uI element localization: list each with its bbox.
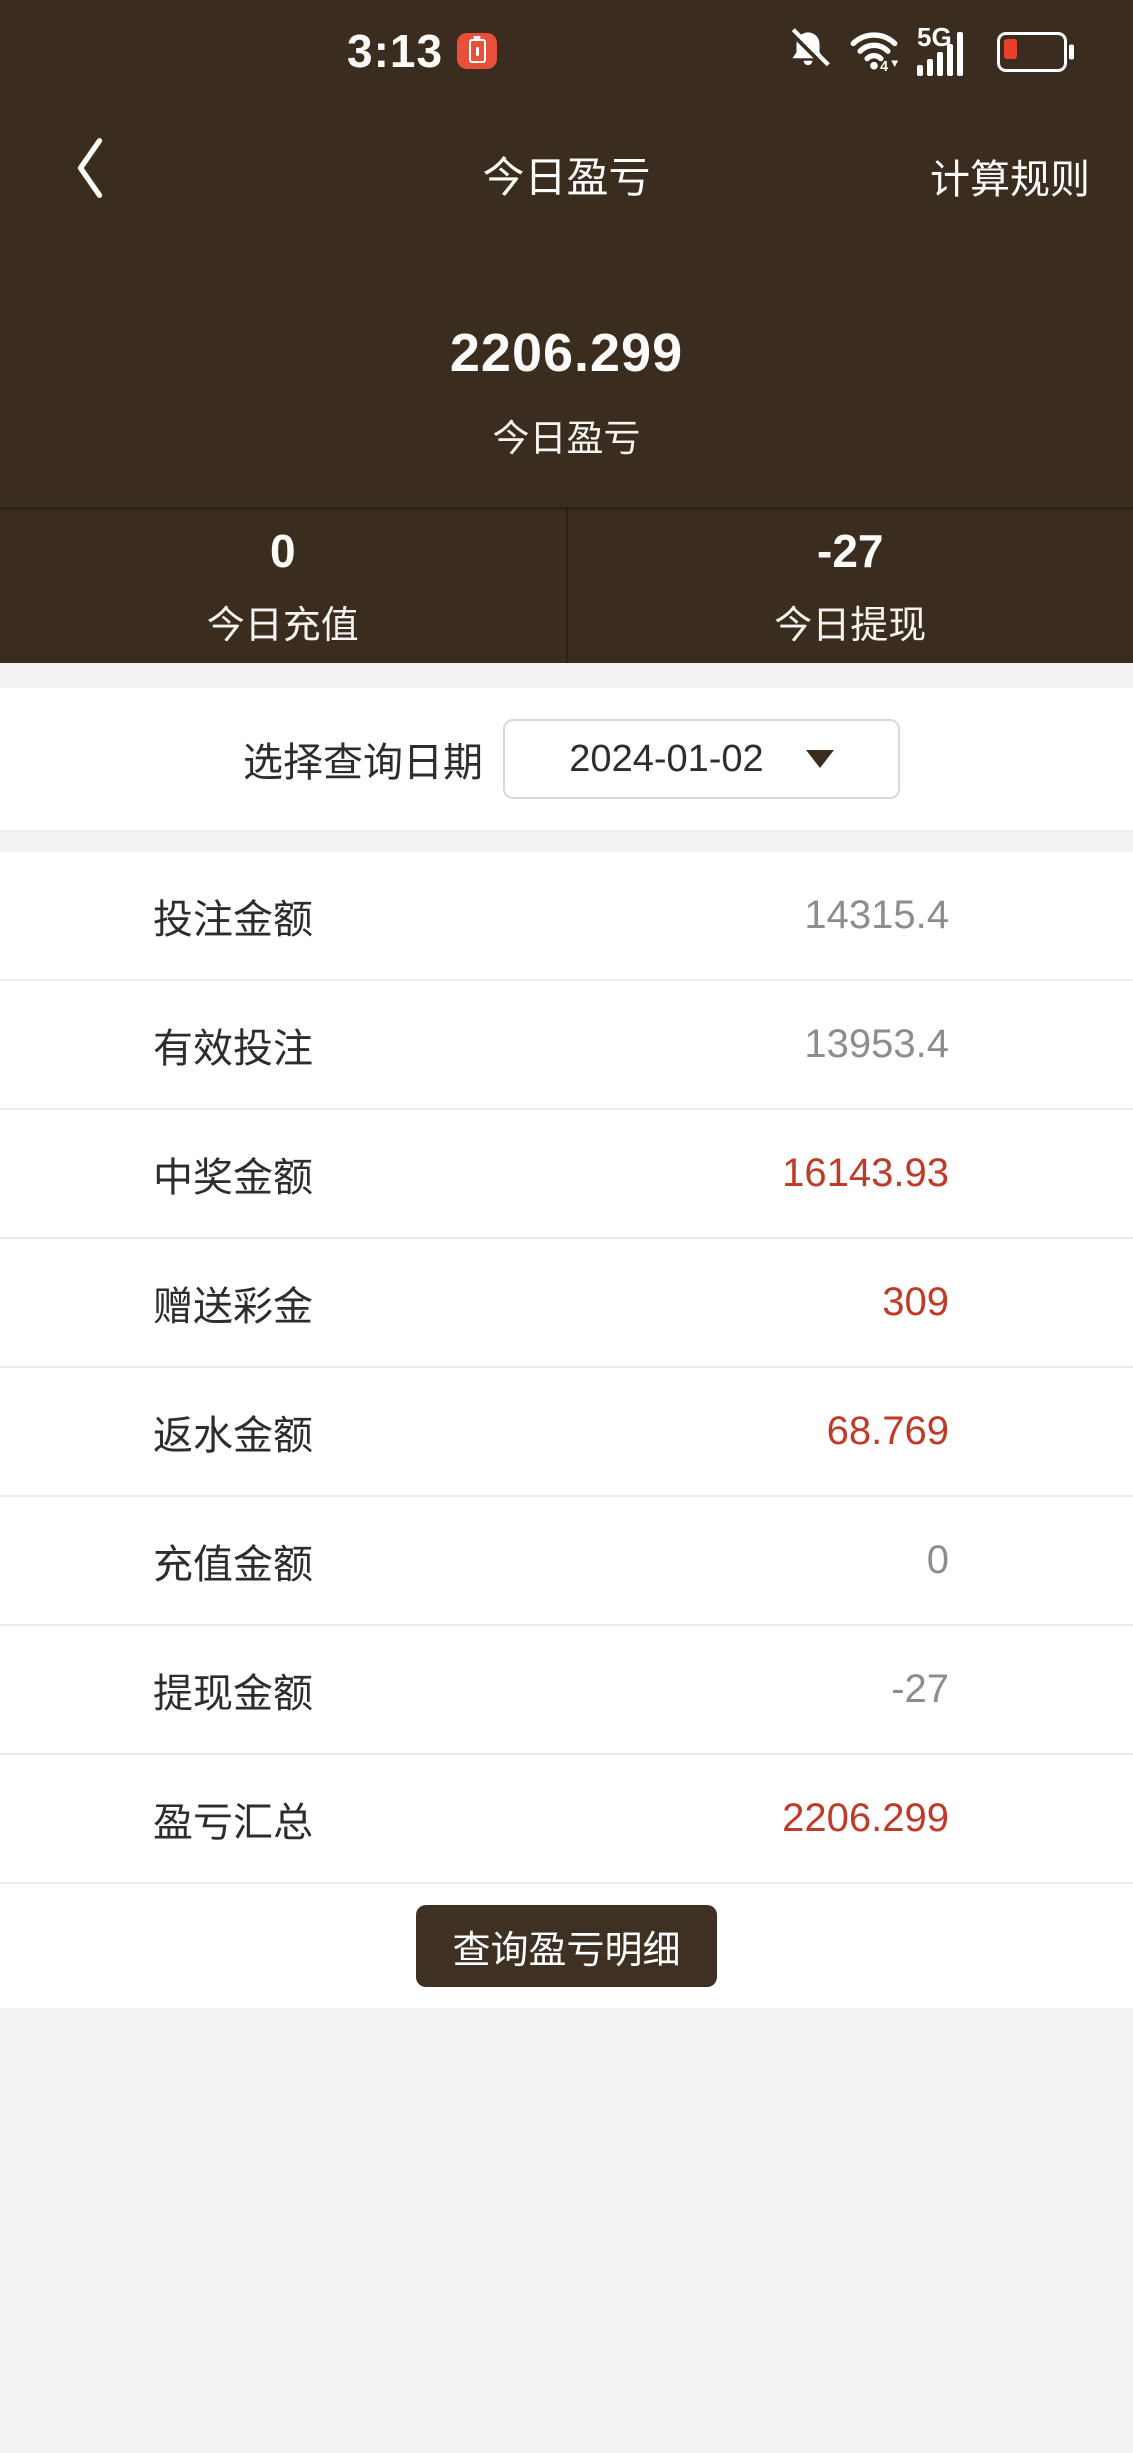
battery-alert-icon bbox=[468, 39, 486, 63]
row-valid-bet: 有效投注 13953.4 bbox=[0, 981, 1133, 1110]
row-winning-amount: 中奖金额 16143.93 bbox=[0, 1110, 1133, 1239]
today-stats-row: 0 今日充值 -27 今日提现 bbox=[0, 507, 1133, 663]
row-value: 309 bbox=[882, 1280, 949, 1324]
signal-5g-label: 5G bbox=[917, 22, 952, 52]
button-row: 查询盈亏明细 bbox=[0, 1884, 1133, 2008]
row-label: 提现金额 bbox=[153, 1671, 313, 1716]
calc-rules-link[interactable]: 计算规则 bbox=[930, 158, 1090, 202]
row-value: 14315.4 bbox=[804, 893, 949, 937]
chevron-down-icon bbox=[805, 750, 834, 768]
row-label: 投注金额 bbox=[153, 897, 313, 942]
stat-label: 今日提现 bbox=[774, 605, 927, 647]
notifications-off-icon bbox=[785, 27, 831, 78]
date-select-value: 2024-01-02 bbox=[569, 737, 764, 780]
row-value: 0 bbox=[926, 1538, 949, 1582]
row-value: 2206.299 bbox=[782, 1796, 949, 1840]
status-time-group: 3:13 bbox=[347, 24, 498, 78]
row-label: 赠送彩金 bbox=[153, 1284, 313, 1329]
row-label: 返水金额 bbox=[153, 1413, 313, 1458]
status-icons: 4 5G bbox=[785, 22, 1075, 76]
hero-summary: 2206.299 今日盈亏 bbox=[0, 230, 1133, 462]
row-label: 盈亏汇总 bbox=[153, 1800, 313, 1845]
row-recharge-amount: 充值金额 0 bbox=[0, 1497, 1133, 1626]
row-withdraw-amount: 提现金额 -27 bbox=[0, 1626, 1133, 1755]
row-rebate-amount: 返水金额 68.769 bbox=[0, 1368, 1133, 1497]
row-value: 16143.93 bbox=[782, 1151, 949, 1195]
row-label: 中奖金额 bbox=[153, 1155, 313, 1200]
status-time: 3:13 bbox=[347, 25, 444, 77]
row-bet-amount: 投注金额 14315.4 bbox=[0, 852, 1133, 981]
svg-text:4: 4 bbox=[880, 59, 888, 73]
page-title: 今日盈亏 bbox=[482, 154, 651, 201]
stat-today-withdraw: -27 今日提现 bbox=[568, 510, 1133, 663]
wifi-icon: 4 bbox=[849, 27, 899, 78]
signal-bars bbox=[917, 32, 963, 76]
row-pl-summary: 盈亏汇总 2206.299 bbox=[0, 1755, 1133, 1884]
battery-low-icon bbox=[997, 32, 1067, 72]
date-picker-row: 选择查询日期 2024-01-02 bbox=[0, 688, 1133, 830]
top-dark-section: 3:13 bbox=[0, 0, 1133, 507]
row-label: 有效投注 bbox=[153, 1026, 313, 1071]
signal-5g-icon: 5G bbox=[917, 22, 979, 78]
back-button[interactable] bbox=[68, 136, 112, 200]
stat-label: 今日充值 bbox=[206, 605, 359, 647]
row-value: 13953.4 bbox=[804, 1022, 949, 1066]
query-pl-detail-button[interactable]: 查询盈亏明细 bbox=[416, 1905, 717, 1987]
hero-value: 2206.299 bbox=[449, 323, 684, 383]
battery-alert-badge bbox=[457, 33, 498, 69]
row-label: 充值金额 bbox=[153, 1542, 313, 1587]
date-select[interactable]: 2024-01-02 bbox=[503, 719, 900, 799]
stat-value: 0 bbox=[269, 525, 296, 577]
hero-label: 今日盈亏 bbox=[492, 418, 641, 459]
date-picker-label: 选择查询日期 bbox=[243, 741, 483, 785]
status-bar: 3:13 bbox=[0, 0, 1133, 100]
row-value: -27 bbox=[891, 1667, 949, 1711]
section-gap bbox=[0, 830, 1133, 852]
stat-today-recharge: 0 今日充值 bbox=[0, 510, 566, 663]
row-value: 68.769 bbox=[826, 1409, 949, 1453]
battery-charge-level bbox=[1004, 39, 1017, 59]
row-bonus-gift: 赠送彩金 309 bbox=[0, 1239, 1133, 1368]
stat-value: -27 bbox=[817, 525, 884, 577]
section-gap bbox=[0, 663, 1133, 688]
nav-bar: 今日盈亏 计算规则 bbox=[0, 100, 1133, 230]
detail-list: 投注金额 14315.4 有效投注 13953.4 中奖金额 16143.93 … bbox=[0, 852, 1133, 1884]
footer-area bbox=[0, 2008, 1133, 2453]
vertical-divider bbox=[565, 510, 568, 663]
